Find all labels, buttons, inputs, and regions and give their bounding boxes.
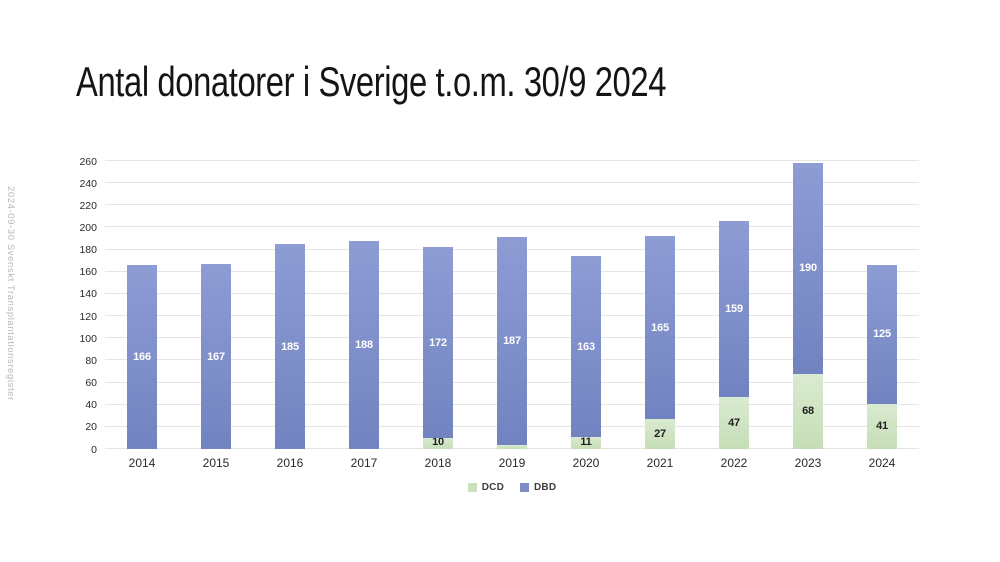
y-axis-tick-260: 260	[79, 155, 97, 168]
bar-column-2022: 47 159 2022	[697, 161, 771, 470]
x-axis-label-2015: 2015	[202, 456, 230, 470]
legend-label-dbd: DBD	[534, 482, 557, 493]
x-axis-label-2019: 2019	[498, 456, 526, 470]
bar-value-dcd-2021: 27	[654, 428, 666, 441]
y-axis-tick-120: 120	[79, 310, 97, 323]
y-axis-tick-20: 20	[85, 421, 97, 434]
bar-value-dcd-2018: 10	[432, 436, 444, 448]
bar-segment-dbd-2018	[423, 247, 453, 438]
bar-segment-dcd-2023	[793, 373, 823, 449]
bar-segment-dbd-2024	[867, 265, 897, 404]
legend-item-dbd: DBD	[520, 482, 556, 493]
x-axis-label-2024: 2024	[868, 456, 896, 470]
y-axis-tick-160: 160	[79, 266, 97, 279]
bar-column-2019: 41872019	[475, 161, 549, 470]
bar-column-2023: 68 190 2023	[771, 161, 845, 470]
bar-segment-dbd-2016	[275, 244, 305, 449]
bar-value-dbd-2022: 159	[725, 302, 743, 315]
bar-segment-dcd-2024	[867, 403, 897, 449]
bar-segment-dbd-2019	[497, 237, 527, 445]
x-axis-label-2018: 2018	[424, 456, 452, 470]
bar-value-dbd-2020: 163	[577, 340, 595, 353]
gridline-y220	[105, 204, 919, 206]
x-axis-label-2022: 2022	[720, 456, 748, 470]
gridline-y200	[105, 226, 919, 228]
gridline-y240	[105, 182, 919, 184]
bar-value-dbd-2019: 187	[503, 335, 521, 347]
source-note: 2024-09-30 Svenskt Transplantationsregis…	[5, 186, 16, 401]
bar-segment-dbd-2020	[571, 256, 601, 437]
bar-segment-dbd-2023	[793, 163, 823, 374]
bar-value-dbd-2017: 188	[355, 338, 373, 351]
y-axis-tick-140: 140	[79, 288, 97, 301]
y-axis-tick-80: 80	[85, 354, 97, 367]
bar-column-2017: 188 2017	[327, 161, 401, 470]
bar-segment-dcd-2019	[497, 444, 527, 449]
y-axis-tick-200: 200	[79, 221, 97, 234]
bar-segment-dbd-2015	[201, 264, 231, 449]
bar-value-dcd-2020: 11	[580, 436, 592, 448]
x-axis-label-2017: 2017	[350, 456, 378, 470]
x-axis-label-2014: 2014	[128, 456, 156, 470]
bar-segment-dbd-2014	[127, 265, 157, 449]
y-axis-tick-180: 180	[79, 244, 97, 257]
bar-value-dbd-2023: 190	[799, 262, 817, 275]
legend: DCD DBD	[105, 482, 919, 493]
bar-column-2014: 166 2014	[105, 161, 179, 470]
bar-column-2021: 27 165 2021	[623, 161, 697, 470]
y-axis-tick-220: 220	[79, 199, 97, 212]
x-axis-label-2016: 2016	[276, 456, 304, 470]
y-axis-tick-60: 60	[85, 377, 97, 390]
bar-value-dbd-2015: 167	[207, 350, 225, 363]
bar-value-dbd-2024: 125	[873, 328, 891, 341]
bar-segment-dcd-2022	[719, 396, 749, 449]
y-axis-tick-240: 240	[79, 177, 97, 190]
bar-value-dcd-2023: 68	[802, 405, 814, 418]
plot-area: 0 20 40 60 80 100 120 140 160 180 200 220 240 260 166 2…	[79, 156, 919, 470]
y-axis-tick-0: 0	[91, 443, 97, 456]
bar-value-dbd-2016: 185	[281, 340, 299, 353]
bar-column-2024: 41 125 2024	[845, 161, 919, 470]
gridline-y260	[105, 160, 919, 161]
y-axis-tick-40: 40	[85, 399, 97, 412]
x-axis-label-2020: 2020	[572, 456, 600, 470]
bar-value-dbd-2021: 165	[651, 321, 669, 334]
bar-column-2020: 11 163 2020	[549, 161, 623, 470]
bar-segment-dbd-2021	[645, 236, 675, 420]
bar-segment-dcd-2020	[571, 436, 601, 449]
bar-column-2018: 10 172 2018	[401, 161, 475, 470]
bar-segment-dbd-2022	[719, 220, 749, 397]
bar-segment-dbd-2017	[349, 240, 379, 449]
bar-value-dcd-2024: 41	[876, 420, 888, 433]
legend-swatch-dbd-icon	[520, 483, 529, 492]
y-axis-tick-100: 100	[79, 332, 97, 345]
bar-column-2016: 185 2016	[253, 161, 327, 470]
legend-label-dcd: DCD	[481, 482, 504, 493]
legend-swatch-dcd-icon	[467, 483, 477, 492]
bar-segment-dcd-2021	[645, 419, 675, 449]
x-axis-label-2021: 2021	[646, 456, 674, 470]
x-axis-label-2023: 2023	[794, 456, 822, 470]
bar-value-dcd-2022: 47	[728, 416, 740, 429]
bar-value-dbd-2018: 172	[429, 336, 447, 349]
bar-value-dbd-2014: 166	[133, 351, 151, 364]
bar-segment-dcd-2018	[423, 437, 453, 449]
bar-column-2015: 167 2015	[179, 161, 253, 470]
chart-title: Antal donatorer i Sverige t.o.m. 30/9 20…	[76, 58, 667, 105]
legend-item-dcd: DCD	[467, 482, 504, 493]
